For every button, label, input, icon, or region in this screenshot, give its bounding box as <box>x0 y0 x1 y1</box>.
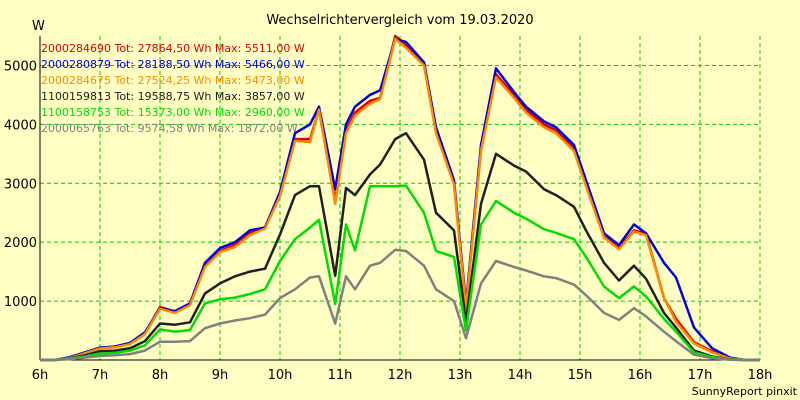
legend-entry-2000284675: 2000284675 Tot: 27524,25 Wh Max: 5473,00… <box>41 74 305 87</box>
series-line-2000284675 <box>40 37 760 362</box>
x-tick-label: 8h <box>152 368 169 383</box>
x-tick-label: 7h <box>92 368 109 383</box>
y-tick-label: 1000 <box>4 295 37 310</box>
legend: 2000284690 Tot: 27864,50 Wh Max: 5511,00… <box>41 42 305 135</box>
credit-label: SunnyReport pinxit <box>692 385 798 398</box>
y-axis-unit: W <box>32 19 45 34</box>
x-tick-label: 17h <box>688 368 713 383</box>
x-tick-label: 14h <box>508 368 533 383</box>
y-tick-label: 4000 <box>4 118 37 133</box>
legend-entry-2000284690: 2000284690 Tot: 27864,50 Wh Max: 5511,00… <box>41 42 305 55</box>
series-line-2000065763 <box>40 248 760 362</box>
y-tick-label: 3000 <box>4 177 37 192</box>
legend-entry-2000065763: 2000065763 Tot: 9574,58 Wh Max: 1872,00 … <box>41 122 298 135</box>
tick-labels: 6h 7h 8h 9h 10h 11h 12h 13h 14h 15h 16h 17h 18h 1000 2… <box>4 59 772 383</box>
x-tick-label: 12h <box>388 368 413 383</box>
y-tick-label: 5000 <box>4 59 37 74</box>
x-tick-label: 13h <box>448 368 473 383</box>
series-line-1100159813 <box>40 131 760 362</box>
series-line-1100158753 <box>40 184 760 362</box>
legend-entry-1100159813: 1100159813 Tot: 19588,75 Wh Max: 3857,00… <box>41 90 305 103</box>
chart-title: Wechselrichtervergleich vom 19.03.2020 <box>266 13 533 28</box>
legend-entry-2000280879: 2000280879 Tot: 28188,50 Wh Max: 5466,00… <box>41 58 305 71</box>
grid-lines <box>39 36 761 360</box>
x-tick-label: 9h <box>212 368 229 383</box>
x-tick-label: 18h <box>748 368 773 383</box>
x-tick-label: 15h <box>568 368 593 383</box>
x-tick-label: 6h <box>32 368 49 383</box>
series-lines <box>40 34 760 362</box>
axes <box>39 36 760 361</box>
y-tick-label: 2000 <box>4 236 37 251</box>
x-tick-label: 10h <box>268 368 293 383</box>
x-tick-label: 16h <box>628 368 653 383</box>
legend-entry-1100158753: 1100158753 Tot: 15373,00 Wh Max: 2960,00… <box>41 106 305 119</box>
x-tick-label: 11h <box>328 368 353 383</box>
